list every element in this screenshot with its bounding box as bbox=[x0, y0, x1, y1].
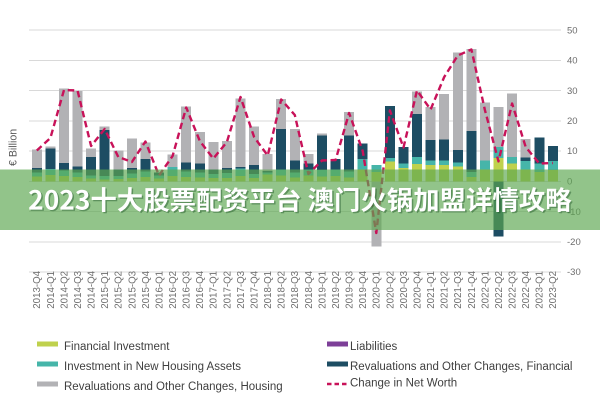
svg-text:2020-Q2: 2020-Q2 bbox=[385, 271, 396, 309]
svg-text:2021-Q3: 2021-Q3 bbox=[453, 271, 464, 309]
svg-text:2022-Q2: 2022-Q2 bbox=[494, 271, 505, 309]
svg-text:2019-Q1: 2019-Q1 bbox=[317, 271, 328, 309]
svg-text:2016-Q4: 2016-Q4 bbox=[195, 270, 206, 308]
svg-text:2015-Q3: 2015-Q3 bbox=[127, 271, 138, 309]
svg-text:2017-Q2: 2017-Q2 bbox=[222, 271, 233, 309]
svg-text:2014-Q3: 2014-Q3 bbox=[73, 271, 84, 309]
svg-text:10: 10 bbox=[567, 146, 578, 157]
svg-text:2018-Q2: 2018-Q2 bbox=[277, 271, 288, 309]
svg-text:2018-Q3: 2018-Q3 bbox=[290, 271, 301, 309]
svg-text:50: 50 bbox=[567, 25, 578, 36]
svg-text:2016-Q3: 2016-Q3 bbox=[182, 271, 193, 309]
svg-text:2021-Q2: 2021-Q2 bbox=[440, 271, 451, 309]
svg-text:2022-Q3: 2022-Q3 bbox=[508, 271, 519, 309]
svg-text:2023-Q1: 2023-Q1 bbox=[535, 271, 546, 309]
svg-text:20: 20 bbox=[567, 116, 578, 127]
svg-text:Investment in New Housing Asse: Investment in New Housing Assets bbox=[64, 361, 241, 373]
svg-text:Liabilities: Liabilities bbox=[350, 341, 398, 353]
svg-text:2017-Q4: 2017-Q4 bbox=[250, 270, 261, 308]
svg-text:2019-Q3: 2019-Q3 bbox=[345, 271, 356, 309]
svg-text:2015-Q1: 2015-Q1 bbox=[100, 271, 111, 309]
svg-text:2017-Q1: 2017-Q1 bbox=[209, 271, 220, 309]
svg-text:2020-Q4: 2020-Q4 bbox=[412, 270, 423, 308]
svg-text:2023-Q2: 2023-Q2 bbox=[548, 271, 559, 309]
svg-text:2015-Q2: 2015-Q2 bbox=[114, 271, 125, 309]
svg-text:2019-Q2: 2019-Q2 bbox=[331, 271, 342, 309]
svg-text:2020-Q1: 2020-Q1 bbox=[372, 271, 383, 309]
svg-text:40: 40 bbox=[567, 56, 578, 67]
svg-text:Financial Investment: Financial Investment bbox=[64, 341, 170, 353]
svg-text:2022-Q4: 2022-Q4 bbox=[521, 270, 532, 308]
svg-text:2021-Q1: 2021-Q1 bbox=[426, 271, 437, 309]
svg-text:2014-Q2: 2014-Q2 bbox=[59, 271, 70, 309]
svg-text:Revaluations and Other Changes: Revaluations and Other Changes, Housing bbox=[64, 381, 283, 393]
svg-text:2020-Q3: 2020-Q3 bbox=[399, 271, 410, 309]
svg-text:€ Billion: € Billion bbox=[8, 129, 20, 166]
svg-text:2016-Q2: 2016-Q2 bbox=[168, 271, 179, 309]
svg-text:2019-Q4: 2019-Q4 bbox=[358, 270, 369, 308]
svg-text:2017-Q3: 2017-Q3 bbox=[236, 271, 247, 309]
svg-text:2022-Q1: 2022-Q1 bbox=[480, 271, 491, 309]
svg-text:-30: -30 bbox=[567, 267, 581, 278]
svg-text:2014-Q1: 2014-Q1 bbox=[46, 271, 57, 309]
svg-text:2014-Q4: 2014-Q4 bbox=[87, 270, 98, 308]
svg-text:2018-Q1: 2018-Q1 bbox=[263, 271, 274, 309]
svg-text:Revaluations and Other Changes: Revaluations and Other Changes, Financia… bbox=[350, 361, 572, 373]
svg-text:Change in Net Worth: Change in Net Worth bbox=[350, 378, 457, 390]
svg-text:2015-Q4: 2015-Q4 bbox=[141, 270, 152, 308]
svg-text:2018-Q4: 2018-Q4 bbox=[304, 270, 315, 308]
svg-text:30: 30 bbox=[567, 86, 578, 97]
svg-text:2016-Q1: 2016-Q1 bbox=[154, 271, 165, 309]
svg-text:2013-Q4: 2013-Q4 bbox=[32, 270, 43, 308]
svg-text:2021-Q4: 2021-Q4 bbox=[467, 270, 478, 308]
svg-text:-20: -20 bbox=[567, 237, 581, 248]
